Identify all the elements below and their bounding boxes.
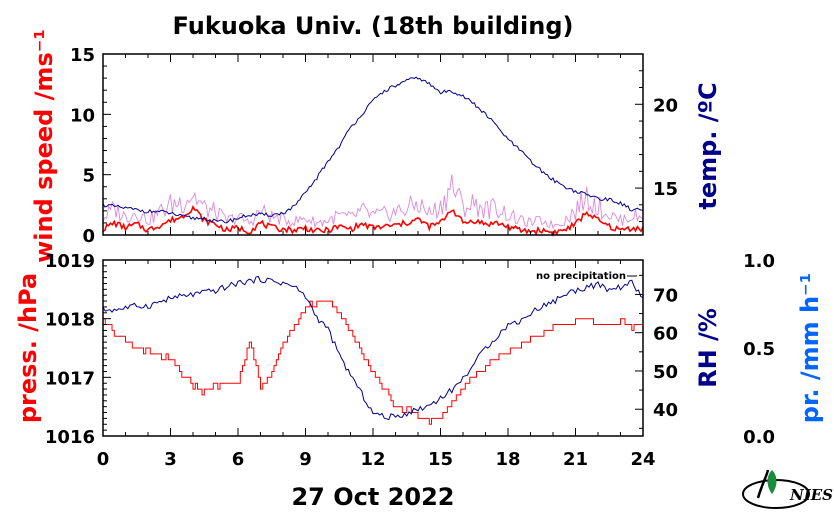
bottom-panel: 0 3 6 9 12 15 18 21 24 1016 1017 1018 1019 40 50 60 70 0.…: [14, 251, 824, 470]
top-left-tick-label: 0: [82, 226, 95, 247]
top-left-tick-label: 5: [82, 166, 95, 187]
wind-speed-axis-label: wind speed /ms⁻¹: [30, 29, 58, 263]
top-right-tick-label: 20: [653, 95, 678, 116]
precipitation-axis-label: pr. /mm h⁻¹: [796, 273, 824, 423]
bottom-left-tick-label: 1018: [45, 310, 95, 331]
top-left-tick-label: 15: [70, 45, 95, 66]
x-tick-label: 6: [232, 449, 245, 470]
x-tick-label: 15: [428, 449, 453, 470]
bottom-right-tick-label: 60: [653, 324, 678, 345]
x-tick-label: 9: [299, 449, 312, 470]
top-plot-frame: [102, 53, 644, 236]
precip-tick-label: 0.5: [743, 339, 775, 360]
humidity-axis-label: RH /%: [694, 308, 722, 388]
bottom-left-tick-label: 1017: [45, 368, 95, 389]
top-left-tick-label: 10: [70, 105, 95, 126]
temperature-axis-label: temp. /ºC: [694, 82, 722, 209]
bottom-left-tick-label: 1016: [45, 427, 95, 448]
bottom-right-tick-label: 40: [653, 400, 678, 421]
no-precipitation-note: no precipitation: [536, 271, 626, 282]
x-tick-label: 0: [97, 449, 110, 470]
x-tick-label: 24: [630, 449, 655, 470]
bottom-left-tick-label: 1019: [45, 251, 95, 272]
x-tick-label: 18: [495, 449, 520, 470]
humidity-line: [102, 275, 644, 421]
pressure-axis-label: press. /hPa: [14, 273, 42, 423]
top-panel: 0 5 10 15 15 20 wind speed /ms⁻¹ temp. /ºC: [30, 29, 722, 263]
temperature-line: [102, 76, 643, 224]
chart-title: Fukuoka Univ. (18th building): [173, 12, 574, 40]
logo-stroke: [756, 469, 770, 499]
bottom-right-tick-label: 70: [653, 285, 678, 306]
precip-tick-label: 0.0: [743, 427, 775, 448]
precip-tick-label: 1.0: [743, 251, 775, 272]
top-right-tick-label: 15: [653, 179, 678, 200]
logo-text: NIES: [789, 486, 833, 504]
bottom-right-tick-label: 50: [653, 362, 678, 383]
wind-gust-line: [102, 174, 644, 230]
x-tick-label: 3: [164, 449, 177, 470]
x-tick-label: 21: [563, 449, 588, 470]
pressure-line: [103, 300, 643, 425]
x-tick-label: 12: [360, 449, 385, 470]
bottom-plot-frame: [102, 259, 644, 437]
logo-leaf-icon: [767, 470, 777, 494]
date-label: 27 Oct 2022: [291, 483, 454, 511]
nies-logo: NIES: [742, 469, 833, 509]
